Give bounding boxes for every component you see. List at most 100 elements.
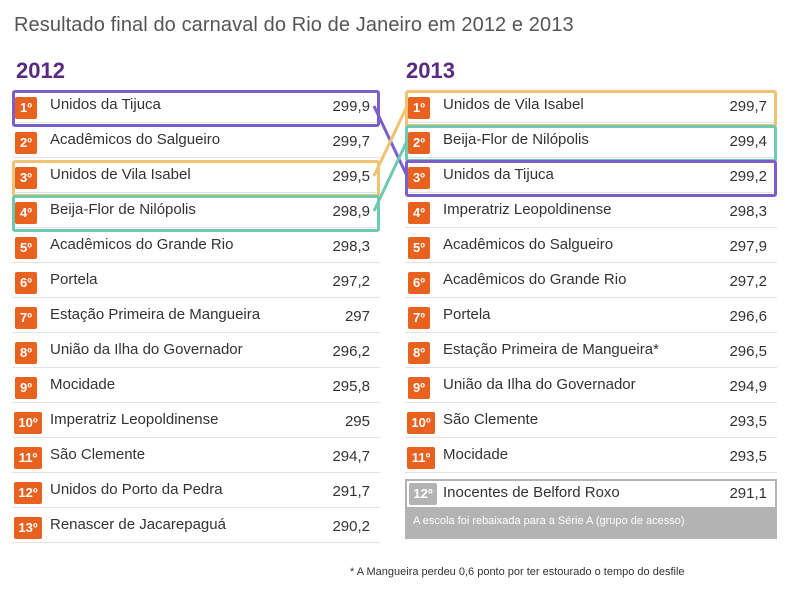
- school-name: Imperatriz Leopoldinense: [50, 411, 219, 428]
- school-name: Mocidade: [50, 376, 116, 393]
- school-score: 295,8: [332, 378, 370, 395]
- school-name: Unidos de Vila Isabel: [443, 96, 584, 113]
- school-name: Acadêmicos do Grande Rio: [443, 271, 627, 288]
- school-score: 295: [344, 413, 370, 430]
- position-badge: 3º: [408, 167, 430, 189]
- school-score: 299,9: [332, 98, 370, 115]
- position-badge: 12º: [409, 483, 437, 505]
- school-score: 296,2: [332, 343, 370, 360]
- school-name: Estação Primeira de Mangueira*: [443, 341, 659, 358]
- school-name: Estação Primeira de Mangueira: [50, 306, 261, 323]
- position-badge: 2º: [408, 132, 430, 154]
- school-name: Acadêmicos do Salgueiro: [443, 236, 614, 253]
- ranking-row: 6º Portela 297,2: [12, 267, 380, 298]
- ranking-row: 5º Acadêmicos do Grande Rio 298,3: [12, 232, 380, 263]
- school-score: 299,7: [332, 133, 370, 150]
- position-badge: 10º: [14, 412, 42, 434]
- ranking-row: 2º Acadêmicos do Salgueiro 299,7: [12, 127, 380, 158]
- ranking-row: 9º União da Ilha do Governador 294,9: [405, 372, 777, 403]
- school-name: São Clemente: [50, 446, 146, 463]
- ranking-row: 8º União da Ilha do Governador 296,2: [12, 337, 380, 368]
- position-badge: 2º: [15, 132, 37, 154]
- position-badge: 9º: [408, 377, 430, 399]
- ranking-row: 9º Mocidade 295,8: [12, 372, 380, 403]
- ranking-row: 1º Unidos da Tijuca 299,9: [12, 92, 380, 123]
- school-score: 294,9: [729, 378, 767, 395]
- school-name: Inocentes de Belford Roxo: [443, 484, 620, 501]
- ranking-row: 11º Mocidade 293,5: [405, 442, 777, 473]
- position-badge: 12º: [14, 482, 42, 504]
- ranking-row: 7º Portela 296,6: [405, 302, 777, 333]
- school-name: Acadêmicos do Salgueiro: [50, 131, 221, 148]
- school-score: 294,7: [332, 448, 370, 465]
- school-score: 299,5: [332, 168, 370, 185]
- school-score: 299,4: [729, 133, 767, 150]
- ranking-row: 3º Unidos de Vila Isabel 299,5: [12, 162, 380, 193]
- position-badge: 5º: [15, 237, 37, 259]
- school-name: São Clemente: [443, 411, 539, 428]
- position-badge: 6º: [15, 272, 37, 294]
- ranking-row: 10º Imperatriz Leopoldinense 295: [12, 407, 380, 438]
- relegation-note: A escola foi rebaixada para a Série A (g…: [413, 515, 685, 527]
- position-badge: 10º: [407, 412, 435, 434]
- school-name: Renascer de Jacarepaguá: [50, 516, 226, 533]
- ranking-row: 13º Renascer de Jacarepaguá 290,2: [12, 512, 380, 543]
- year-2012-heading: 2012: [16, 58, 65, 83]
- position-badge: 13º: [14, 517, 42, 539]
- school-score: 298,3: [332, 238, 370, 255]
- ranking-row: 12º Unidos do Porto da Pedra 291,7: [12, 477, 380, 508]
- position-badge: 7º: [408, 307, 430, 329]
- ranking-row: 3º Unidos da Tijuca 299,2: [405, 162, 777, 193]
- school-name: Imperatriz Leopoldinense: [443, 201, 612, 218]
- school-score: 293,5: [729, 448, 767, 465]
- school-name: Beija-Flor de Nilópolis: [50, 201, 196, 218]
- school-score: 298,3: [729, 203, 767, 220]
- ranking-row: 5º Acadêmicos do Salgueiro 297,9: [405, 232, 777, 263]
- ranking-row: 10º São Clemente 293,5: [405, 407, 777, 438]
- position-badge: 8º: [408, 342, 430, 364]
- school-name: Unidos de Vila Isabel: [50, 166, 191, 183]
- school-score: 291,7: [332, 483, 370, 500]
- school-name: Beija-Flor de Nilópolis: [443, 131, 589, 148]
- school-score: 297,9: [729, 238, 767, 255]
- ranking-row: 2º Beija-Flor de Nilópolis 299,4: [405, 127, 777, 158]
- ranking-row: 7º Estação Primeira de Mangueira 297: [12, 302, 380, 333]
- school-score: 299,7: [729, 98, 767, 115]
- position-badge: 1º: [15, 97, 37, 119]
- school-name: Unidos da Tijuca: [50, 96, 161, 113]
- school-name: União da Ilha do Governador: [443, 376, 636, 393]
- school-score: 297,2: [332, 273, 370, 290]
- school-name: União da Ilha do Governador: [50, 341, 243, 358]
- footnote: * A Mangueira perdeu 0,6 ponto por ter e…: [350, 566, 685, 578]
- school-score: 296,6: [729, 308, 767, 325]
- school-name: Portela: [50, 271, 98, 288]
- position-badge: 11º: [407, 447, 435, 469]
- position-badge: 9º: [15, 377, 37, 399]
- ranking-row: 4º Beija-Flor de Nilópolis 298,9: [12, 197, 380, 228]
- school-name: Portela: [443, 306, 491, 323]
- position-badge: 4º: [15, 202, 37, 224]
- position-badge: 5º: [408, 237, 430, 259]
- school-score: 297,2: [729, 273, 767, 290]
- ranking-row: 4º Imperatriz Leopoldinense 298,3: [405, 197, 777, 228]
- school-name: Mocidade: [443, 446, 509, 463]
- school-score: 296,5: [729, 343, 767, 360]
- ranking-row: 8º Estação Primeira de Mangueira* 296,5: [405, 337, 777, 368]
- position-badge: 11º: [14, 447, 42, 469]
- position-badge: 4º: [408, 202, 430, 224]
- position-badge: 8º: [15, 342, 37, 364]
- school-score: 299,2: [729, 168, 767, 185]
- school-name: Unidos da Tijuca: [443, 166, 554, 183]
- ranking-row: 6º Acadêmicos do Grande Rio 297,2: [405, 267, 777, 298]
- page-title: Resultado final do carnaval do Rio de Ja…: [14, 14, 574, 36]
- relegated-row: 12º Inocentes de Belford Roxo 291,1: [407, 481, 775, 507]
- ranking-row: 11º São Clemente 294,7: [12, 442, 380, 473]
- school-score: 290,2: [332, 518, 370, 535]
- school-name: Unidos do Porto da Pedra: [50, 481, 223, 498]
- position-badge: 1º: [408, 97, 430, 119]
- position-badge: 3º: [15, 167, 37, 189]
- position-badge: 7º: [15, 307, 37, 329]
- ranking-row: 1º Unidos de Vila Isabel 299,7: [405, 92, 777, 123]
- school-name: Acadêmicos do Grande Rio: [50, 236, 234, 253]
- school-score: 291,1: [729, 485, 767, 502]
